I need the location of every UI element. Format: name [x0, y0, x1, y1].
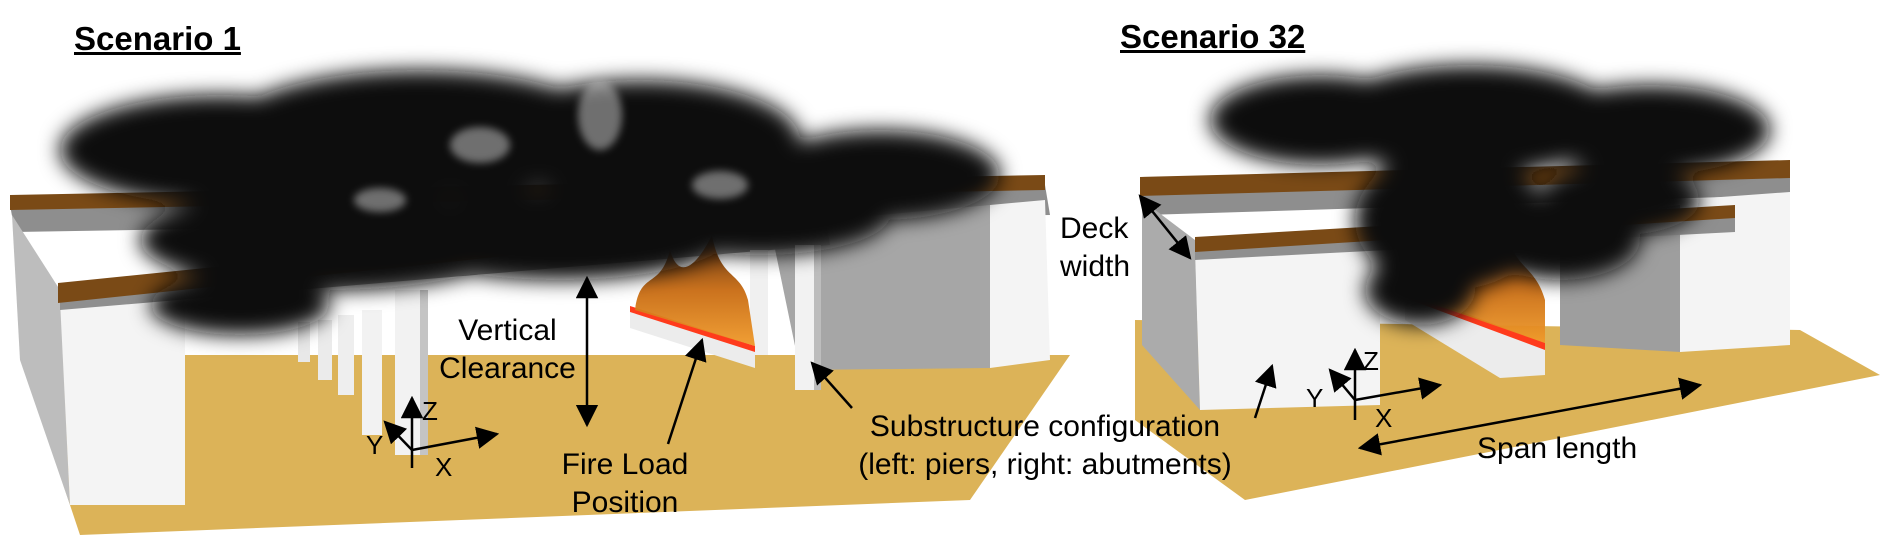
span-length-label: Span length	[1477, 432, 1638, 465]
deck-width-line-1: Deck	[1060, 212, 1129, 245]
deck-width-line-2: width	[1060, 249, 1131, 283]
left-abutment-side	[12, 215, 70, 505]
smoke-highlights	[354, 80, 748, 212]
right-abutment	[990, 200, 1050, 368]
pier	[814, 245, 821, 390]
pier	[420, 290, 428, 455]
axis-triad-1	[383, 395, 500, 468]
axis-y-label-1: Y	[366, 430, 384, 460]
scenario-32-title: Scenario 32	[1120, 18, 1306, 55]
pier	[298, 322, 310, 362]
substructure-arrow-right	[1253, 363, 1277, 419]
span-length-arrow	[1357, 377, 1703, 456]
annotation-arrows-2	[1138, 194, 1703, 456]
axis-z-label-2: Z	[1363, 346, 1379, 376]
pier	[750, 250, 768, 355]
vertical-clearance-label: Vertical Clearance	[420, 312, 595, 387]
fire-load-arrow	[666, 337, 707, 445]
axis-y-label-2: Y	[1306, 383, 1324, 413]
left-abutment	[60, 296, 185, 505]
pier	[338, 315, 354, 395]
deck-width-arrow	[1138, 194, 1192, 260]
vertical-clearance-line-1: Vertical	[458, 314, 557, 347]
smoke-plume	[1210, 65, 1770, 325]
pier	[318, 320, 332, 380]
substructure-line-1: Substructure configuration	[869, 410, 1221, 443]
annotation-arrows-1	[575, 275, 853, 445]
fire-load-line-1: Fire Load	[561, 448, 689, 481]
pier	[795, 245, 815, 390]
scenario-1-title: Scenario 1	[74, 20, 241, 57]
deck-width-label: Deck width	[1060, 210, 1155, 285]
ground-plane	[20, 355, 1070, 535]
left-abutment	[1195, 245, 1380, 410]
axis-x-label-1: X	[435, 452, 453, 482]
substructure-configuration-label: Substructure configuration (left: piers,…	[825, 408, 1265, 483]
fire-load-line-2: Position	[571, 485, 679, 519]
fire-load-position-label: Fire Load Position	[545, 446, 705, 521]
scenario-1-model	[10, 70, 1070, 535]
axis-z-label-1: Z	[422, 396, 438, 426]
smoke-plume	[60, 70, 1000, 335]
substructure-line-2: (left: piers, right: abutments)	[858, 447, 1232, 481]
substructure-arrow-left	[810, 361, 853, 409]
vertical-clearance-line-2: Clearance	[439, 351, 576, 385]
pier	[395, 290, 421, 455]
axis-x-label-2: X	[1375, 403, 1393, 433]
pier	[362, 310, 382, 435]
fire-flames	[635, 235, 755, 346]
